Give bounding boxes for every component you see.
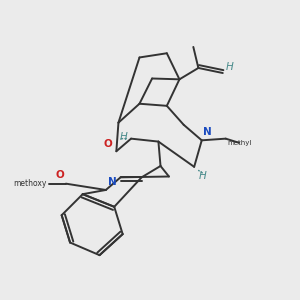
Text: H: H bbox=[226, 62, 234, 72]
Text: O: O bbox=[103, 139, 112, 149]
Text: H: H bbox=[120, 132, 128, 142]
Text: H: H bbox=[198, 171, 206, 181]
Text: O: O bbox=[56, 170, 64, 180]
Text: methyl: methyl bbox=[228, 140, 252, 146]
Text: N: N bbox=[107, 177, 116, 187]
Text: N: N bbox=[203, 127, 212, 137]
Text: methoxy: methoxy bbox=[14, 179, 47, 188]
